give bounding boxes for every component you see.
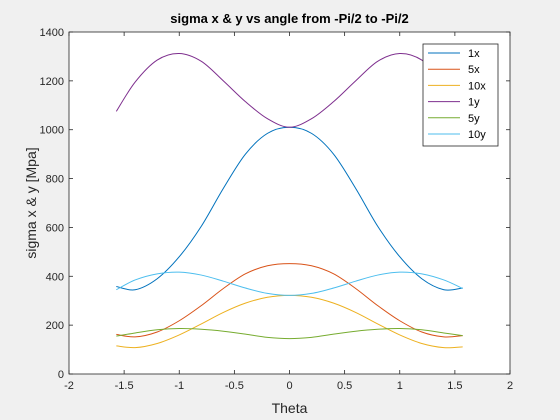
legend-label-1x: 1x	[468, 48, 480, 60]
y-axis-label: sigma x & y [Mpa]	[23, 147, 39, 258]
x-tick-label: -1	[174, 380, 184, 392]
y-axis: 0 200 400 600 800 1000 1200 1400	[40, 27, 510, 381]
x-tick-label: 2	[507, 380, 513, 392]
y-tick-label: 1000	[40, 125, 64, 137]
legend-box	[422, 43, 499, 147]
x-axis-label: Theta	[272, 400, 308, 416]
series-line-5y	[116, 328, 463, 340]
x-tick-label: -1.5	[115, 380, 134, 392]
y-tick-label: 800	[46, 174, 64, 186]
x-tick-label: 1.5	[447, 380, 462, 392]
series-line-10y	[116, 271, 463, 296]
y-tick-label: 1400	[40, 27, 64, 39]
series-line-1y	[115, 52, 463, 128]
x-tick-label: 0.5	[337, 380, 352, 392]
legend-label-10x: 10x	[468, 80, 486, 92]
legend: 1x 5x 10x 1y 5y 10y	[422, 43, 499, 147]
x-tick-label: 0	[286, 380, 292, 392]
legend-label-5x: 5x	[468, 64, 480, 76]
x-tick-label: 1	[397, 380, 403, 392]
y-tick-label: 200	[46, 320, 64, 332]
series-layer	[115, 52, 463, 349]
x-axis: -2 -1.5 -1 -0.5 0 0.5 1 1.5 2	[64, 32, 513, 392]
chart-title: sigma x & y vs angle from -Pi/2 to -Pi/2	[170, 11, 408, 26]
series-line-5x	[116, 263, 463, 338]
x-tick-label: -2	[64, 380, 74, 392]
x-tick-label: -0.5	[225, 380, 244, 392]
y-tick-label: 600	[46, 222, 64, 234]
legend-label-1y: 1y	[468, 97, 480, 109]
legend-label-10y: 10y	[468, 129, 486, 141]
y-tick-label: 0	[58, 369, 64, 381]
legend-label-5y: 5y	[468, 113, 480, 125]
y-tick-label: 1200	[40, 76, 64, 88]
y-tick-label: 400	[46, 271, 64, 283]
